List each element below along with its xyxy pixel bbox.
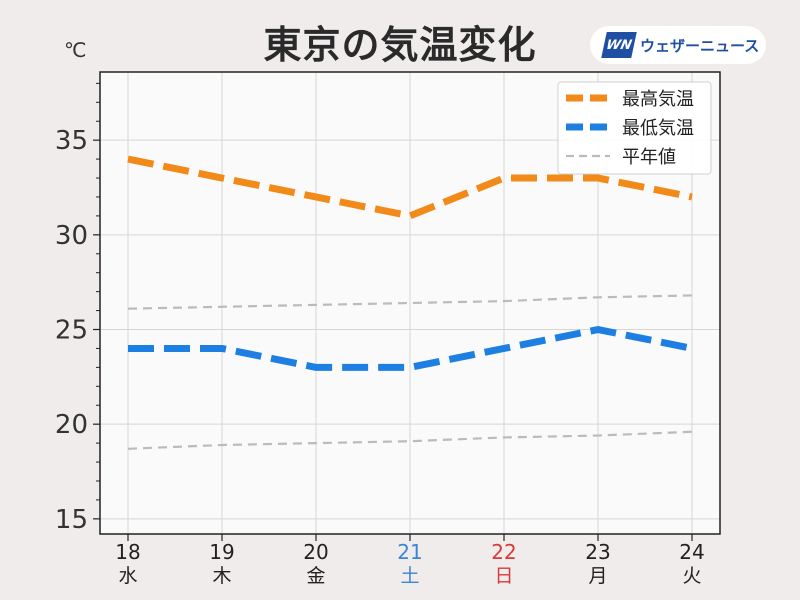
x-tick-sublabel: 金: [306, 565, 325, 587]
legend-label: 平年値: [622, 147, 676, 168]
y-axis-unit: ℃: [64, 38, 87, 62]
x-tick-label: 18: [115, 540, 140, 564]
x-tick-sublabel: 土: [400, 565, 419, 587]
x-tick-label: 21: [397, 540, 422, 564]
x-tick-sublabel: 木: [212, 565, 231, 587]
x-tick-label: 22: [491, 540, 516, 564]
series-line-normal: [127, 294, 693, 310]
y-tick-label: 30: [55, 221, 88, 251]
y-tick-label: 25: [55, 316, 88, 346]
chart-title: 東京の気温変化: [263, 23, 537, 67]
weathernews-logo: WN ウェザーニュース: [590, 26, 766, 64]
x-tick-label: 20: [303, 540, 328, 564]
y-tick-label: 20: [55, 410, 88, 440]
legend-label: 最高気温: [622, 89, 694, 110]
legend-box: [557, 81, 712, 175]
x-tick-sublabel: 火: [682, 565, 701, 587]
x-tick-sublabel: 月: [588, 565, 607, 587]
x-tick-sublabel: 日: [494, 565, 513, 587]
x-tick-label: 24: [679, 540, 704, 564]
logo-text: ウェザーニュース: [640, 36, 760, 55]
series-line-high: [127, 155, 693, 220]
series-line-low: [128, 325, 693, 371]
y-tick-label: 35: [55, 126, 88, 156]
x-tick-label: 19: [209, 540, 234, 564]
y-tick-label: 15: [55, 505, 88, 535]
x-tick-sublabel: 水: [118, 565, 137, 587]
legend-label: 最低気温: [622, 118, 694, 139]
series-line-normal: [127, 430, 693, 450]
x-tick-label: 23: [585, 540, 610, 564]
